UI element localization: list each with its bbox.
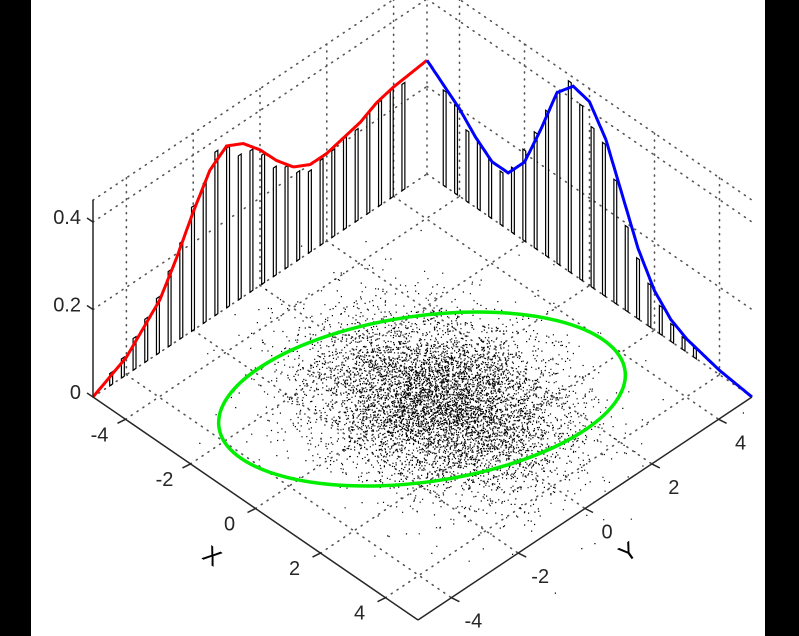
x-tick-label: 0 bbox=[224, 514, 235, 536]
figure-canvas: -4 -2 0 2 4 -4 -2 0 2 4 0 0.2 0.4 X Y bbox=[31, 0, 765, 636]
y-tick-label: 2 bbox=[668, 477, 679, 499]
z-tick-label: 0 bbox=[70, 382, 81, 404]
y-tick-label: -4 bbox=[465, 611, 483, 633]
plot-3d: -4 -2 0 2 4 -4 -2 0 2 4 0 0.2 0.4 X Y bbox=[53, 0, 753, 633]
y-tick-label: 0 bbox=[601, 522, 612, 544]
scatter-points bbox=[199, 229, 744, 594]
z-tick-label: 0.2 bbox=[53, 295, 81, 317]
y-tick-label: -2 bbox=[531, 566, 549, 588]
x-axis-label: X bbox=[197, 541, 226, 572]
marginal-histograms bbox=[109, 79, 697, 387]
marginal-density-curves bbox=[91, 59, 753, 399]
x-tick-label: -2 bbox=[156, 469, 174, 491]
axes bbox=[86, 200, 753, 621]
y-axis-label: Y bbox=[614, 537, 643, 568]
z-tick-label: 0.4 bbox=[53, 207, 81, 229]
x-tick-label: 4 bbox=[354, 603, 365, 625]
confidence-ellipse bbox=[216, 310, 628, 488]
x-tick-label: 2 bbox=[289, 558, 300, 580]
x-tick-label: -4 bbox=[91, 424, 109, 446]
y-tick-label: 4 bbox=[735, 432, 746, 454]
